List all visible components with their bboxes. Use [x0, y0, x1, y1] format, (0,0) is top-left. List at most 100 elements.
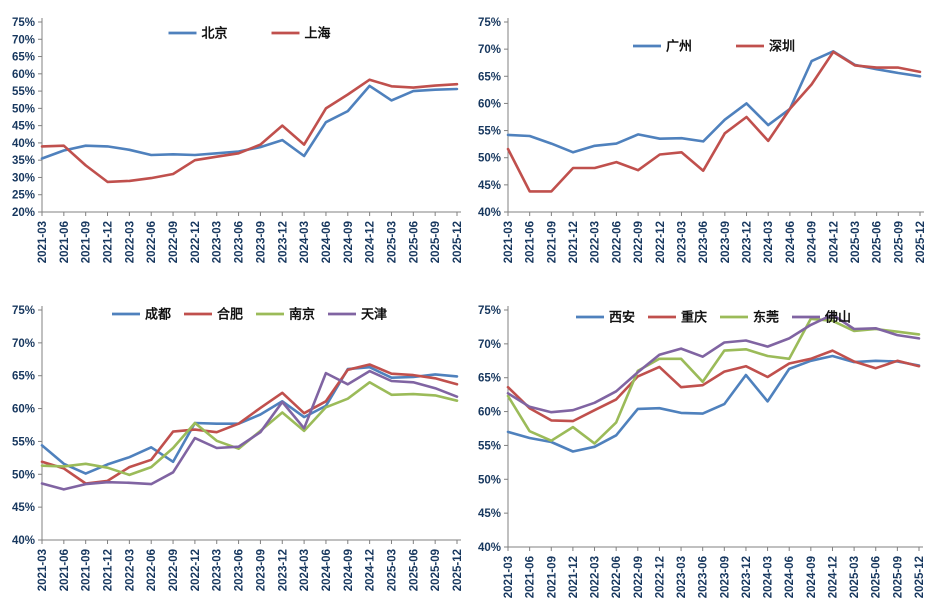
- y-tick-label: 65%: [478, 71, 501, 83]
- series-line-1: [506, 50, 922, 193]
- legend-label-0: 广州: [666, 39, 692, 54]
- x-tick-label: 2025-06: [408, 221, 420, 263]
- y-tick-label: 40%: [478, 207, 501, 219]
- y-tick-label: 60%: [478, 407, 501, 419]
- chart-chengdu-hefei-nanjing-tianjin-svg: 40%45%50%55%60%65%70%75%2021-03 2021-06 20…: [12, 305, 464, 591]
- series-line-1: [506, 349, 921, 423]
- y-tick-label: 45%: [12, 121, 35, 133]
- x-axis-ticks: 2021-03 2021-06 2021-09 2021-12 2022-03 2022-…: [503, 547, 926, 598]
- chart-guangzhou-shenzhen: 40% 45% 50% 55% 60% 65% 70% 75% 2021-03 2021-06 20…: [467, 0, 934, 295]
- x-tick-label: 2023-03: [212, 549, 224, 591]
- x-tick-label: 2023-06: [234, 221, 246, 263]
- x-tick-label: 2021-03: [37, 549, 49, 591]
- x-tick-label: 2021-06: [525, 556, 537, 598]
- legend-label-3: 佛山: [824, 310, 851, 325]
- x-tick-label: 2025-09: [892, 556, 904, 598]
- x-tick-label: 2021-03: [503, 221, 515, 263]
- y-tick-label: 50%: [12, 103, 35, 115]
- series-line-0: [506, 354, 921, 453]
- x-tick-label: 2023-09: [255, 221, 267, 263]
- x-tick-label: 2025-09: [430, 221, 442, 263]
- x-tick-label: 2021-12: [103, 549, 115, 591]
- y-tick-label: 40%: [12, 138, 35, 150]
- y-tick-label: 75%: [12, 17, 35, 29]
- legend: 成都 合肥 南京 天津: [112, 307, 387, 322]
- y-tick-label: 40%: [478, 542, 501, 554]
- x-tick-label: 2025-09: [430, 549, 442, 591]
- y-tick-label: 75%: [478, 17, 501, 29]
- y-tick-label: 40%: [12, 535, 35, 547]
- y-tick-label: 75%: [12, 305, 35, 317]
- legend-label-3: 天津: [361, 307, 387, 322]
- y-tick-label: 50%: [12, 469, 35, 481]
- y-tick-label: 55%: [12, 436, 35, 448]
- legend-label-1: 合肥: [217, 307, 243, 322]
- chart-beijing-shanghai: 20% 25% 30% 35% 40% 45% 50% 55% 60% 65% 70% 75% 2021…: [0, 0, 467, 295]
- y-tick-label: 60%: [12, 69, 35, 81]
- x-tick-label: 2021-06: [59, 549, 71, 591]
- chart-guangzhou-shenzhen-svg: 40%45%50%55%60%65%70%75%2021-03 2021-06 20…: [478, 17, 927, 263]
- x-tick-label: 2024-12: [827, 556, 839, 598]
- x-tick-label: 2021-03: [503, 556, 515, 598]
- x-tick-label: 2025-12: [452, 549, 464, 591]
- legend-label-0: 北京: [202, 26, 228, 41]
- x-tick-label: 2025-03: [386, 221, 398, 263]
- legend-label-1: 重庆: [681, 310, 707, 325]
- y-tick-label: 45%: [478, 508, 501, 520]
- x-tick-label: 2022-06: [611, 556, 623, 598]
- x-tick-label: 2023-12: [277, 549, 289, 591]
- x-tick-label: 2022-03: [124, 549, 136, 591]
- legend-label-0: 成都: [145, 307, 171, 322]
- x-tick-label: 2023-06: [234, 549, 246, 591]
- y-tick-label: 55%: [12, 86, 35, 98]
- x-tick-label: 2022-03: [590, 556, 602, 598]
- x-tick-label: 2024-03: [763, 556, 775, 598]
- x-tick-label: 2023-09: [255, 549, 267, 591]
- x-tick-label: 2021-03: [37, 221, 49, 263]
- x-tick-label: 2022-12: [190, 549, 202, 591]
- x-tick-label: 2024-12: [365, 549, 377, 591]
- x-tick-label: 2023-09: [720, 221, 732, 263]
- y-tick-label: 65%: [478, 373, 501, 385]
- axes: [507, 306, 923, 548]
- x-tick-label: 2022-03: [590, 221, 602, 263]
- legend-label-0: 西安: [609, 310, 635, 325]
- legend-label-1: 上海: [305, 26, 331, 41]
- chart-beijing-shanghai-svg: 20% 25% 30% 35% 40% 45% 50% 55% 60% 65% 70% 75% 2021…: [12, 17, 464, 263]
- x-tick-label: 2025-03: [386, 549, 398, 591]
- y-axis-ticks: 20% 25% 30% 35% 40% 45% 50% 55% 60% 65% 70% 75%: [12, 17, 42, 219]
- x-tick-label: 2021-12: [568, 221, 580, 263]
- y-tick-label: 50%: [478, 474, 501, 486]
- y-tick-label: 75%: [478, 305, 501, 317]
- x-tick-label: 2023-03: [676, 221, 688, 263]
- x-tick-label: 2024-09: [807, 221, 819, 263]
- x-tick-label: 2021-12: [568, 556, 580, 598]
- x-axis-ticks: 2021-03 2021-06 2021-09 2021-12 2022-03 2022-…: [37, 540, 464, 591]
- y-tick-label: 55%: [478, 440, 501, 452]
- chart-xian-chongqing-dongguan-foshan-svg: 40% 45% 50% 55% 60% 65% 70% 75% 2021-03 2021-06 20…: [478, 305, 926, 598]
- chart-chengdu-hefei-nanjing-tianjin: 40% 45% 50% 55% 60% 65% 70% 75% 2021-03 2021-06 20…: [0, 295, 467, 607]
- x-tick-label: 2021-09: [546, 221, 558, 263]
- series-line-2: [506, 317, 921, 445]
- legend: 广州 深圳: [633, 39, 795, 54]
- x-tick-label: 2021-09: [81, 549, 93, 591]
- x-tick-label: 2023-06: [698, 556, 710, 598]
- y-tick-label: 45%: [478, 180, 501, 192]
- x-tick-label: 2023-12: [277, 221, 289, 263]
- y-tick-label: 70%: [12, 34, 35, 46]
- x-tick-label: 2023-03: [676, 556, 688, 598]
- x-tick-label: 2024-06: [321, 221, 333, 263]
- series-line-0: [40, 365, 459, 475]
- y-tick-label: 45%: [12, 502, 35, 514]
- x-tick-label: 2023-12: [742, 221, 754, 263]
- y-tick-label: 70%: [478, 339, 501, 351]
- x-axis-ticks: 2021-03 2021-06 2021-09 2021-12 2022-03 2022-…: [503, 212, 927, 263]
- plot-series: [506, 313, 921, 453]
- y-axis-ticks: 40% 45% 50% 55% 60% 65% 70% 75%: [478, 305, 508, 554]
- x-tick-label: 2022-06: [146, 221, 158, 263]
- y-tick-label: 70%: [478, 44, 501, 56]
- x-tick-label: 2021-09: [81, 221, 93, 263]
- x-tick-label: 2024-03: [299, 549, 311, 591]
- x-tick-label: 2025-06: [872, 221, 884, 263]
